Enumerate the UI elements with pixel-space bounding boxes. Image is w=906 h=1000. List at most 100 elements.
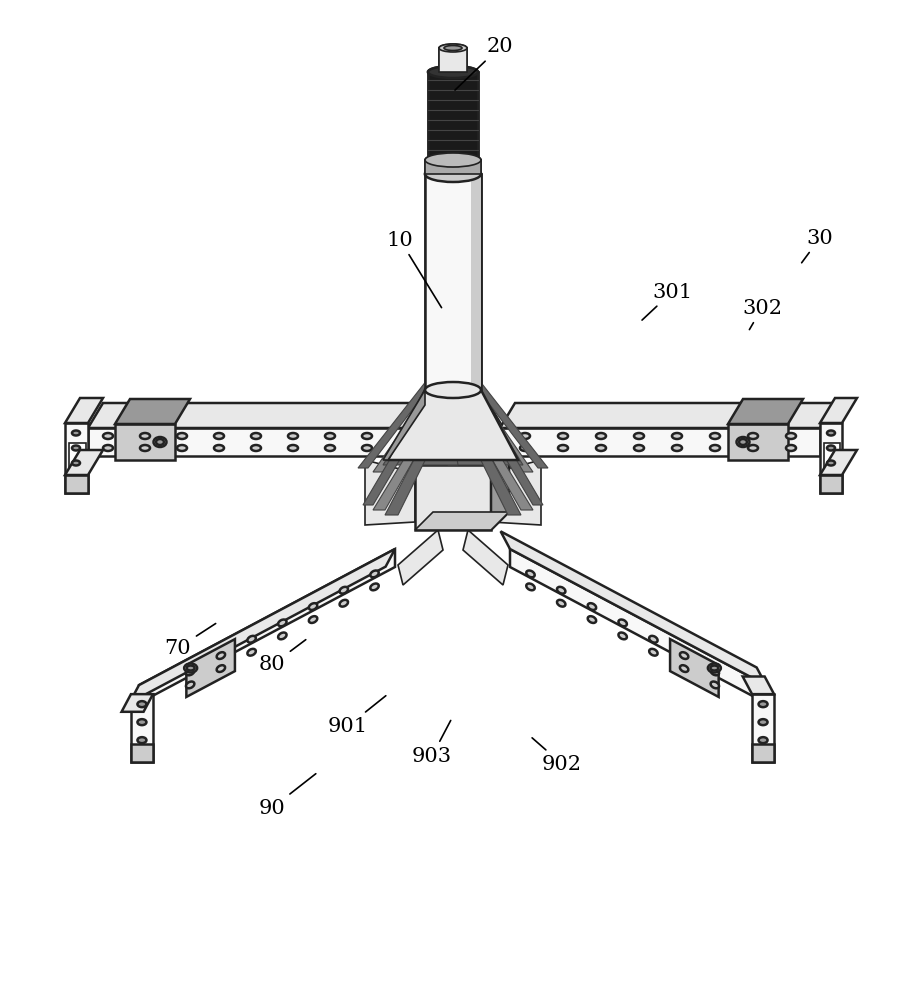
Ellipse shape	[758, 701, 767, 707]
Polygon shape	[383, 380, 458, 465]
Ellipse shape	[103, 445, 113, 451]
Polygon shape	[820, 398, 857, 423]
Ellipse shape	[288, 445, 298, 451]
Ellipse shape	[247, 636, 255, 643]
Ellipse shape	[288, 433, 298, 439]
Ellipse shape	[737, 437, 749, 447]
Ellipse shape	[672, 433, 682, 439]
Ellipse shape	[558, 445, 568, 451]
Ellipse shape	[558, 433, 568, 439]
Ellipse shape	[650, 649, 658, 656]
Ellipse shape	[140, 445, 150, 451]
Ellipse shape	[214, 433, 224, 439]
Text: 30: 30	[802, 229, 834, 263]
Ellipse shape	[247, 649, 255, 656]
Ellipse shape	[588, 603, 596, 610]
Polygon shape	[500, 428, 820, 456]
Ellipse shape	[710, 666, 718, 671]
Polygon shape	[425, 174, 481, 390]
Polygon shape	[130, 549, 395, 703]
Polygon shape	[131, 744, 153, 762]
Ellipse shape	[362, 445, 372, 451]
Ellipse shape	[758, 719, 767, 725]
Ellipse shape	[138, 719, 147, 725]
Ellipse shape	[520, 433, 530, 439]
Polygon shape	[752, 744, 774, 762]
Ellipse shape	[708, 664, 721, 673]
Polygon shape	[500, 403, 835, 428]
Polygon shape	[455, 408, 521, 515]
Ellipse shape	[444, 45, 462, 50]
Ellipse shape	[140, 433, 150, 439]
Ellipse shape	[619, 620, 627, 626]
Ellipse shape	[443, 45, 463, 50]
Polygon shape	[428, 72, 478, 160]
Polygon shape	[139, 549, 395, 703]
Polygon shape	[363, 400, 435, 505]
Polygon shape	[743, 676, 774, 694]
Ellipse shape	[103, 433, 113, 439]
Polygon shape	[88, 431, 420, 456]
Ellipse shape	[428, 66, 478, 78]
Polygon shape	[358, 380, 435, 468]
Ellipse shape	[680, 665, 689, 672]
Ellipse shape	[187, 666, 195, 671]
Ellipse shape	[827, 430, 835, 436]
Ellipse shape	[428, 66, 478, 78]
Ellipse shape	[428, 154, 478, 166]
Ellipse shape	[177, 433, 187, 439]
Text: 20: 20	[455, 37, 514, 90]
Polygon shape	[425, 174, 481, 390]
Ellipse shape	[362, 433, 372, 439]
Ellipse shape	[739, 439, 747, 445]
Ellipse shape	[251, 445, 261, 451]
Ellipse shape	[217, 665, 225, 672]
Ellipse shape	[186, 669, 195, 675]
Ellipse shape	[325, 445, 335, 451]
Ellipse shape	[186, 682, 195, 688]
Ellipse shape	[425, 153, 481, 167]
Ellipse shape	[710, 669, 719, 675]
Ellipse shape	[758, 737, 767, 743]
Ellipse shape	[153, 437, 167, 447]
Polygon shape	[415, 465, 491, 530]
Polygon shape	[383, 390, 425, 460]
Polygon shape	[438, 385, 465, 470]
Polygon shape	[728, 399, 803, 424]
Polygon shape	[501, 531, 766, 685]
Ellipse shape	[680, 652, 689, 659]
Ellipse shape	[278, 620, 286, 626]
Ellipse shape	[619, 633, 627, 639]
Polygon shape	[428, 72, 478, 160]
Polygon shape	[728, 424, 788, 460]
Polygon shape	[385, 408, 451, 515]
Ellipse shape	[786, 433, 796, 439]
Text: 301: 301	[642, 282, 692, 320]
Polygon shape	[670, 639, 718, 697]
Ellipse shape	[325, 433, 335, 439]
Polygon shape	[365, 460, 415, 525]
Ellipse shape	[309, 603, 317, 610]
Ellipse shape	[634, 445, 644, 451]
Polygon shape	[820, 423, 842, 493]
Ellipse shape	[72, 430, 80, 436]
Text: 902: 902	[532, 738, 582, 774]
Polygon shape	[187, 639, 235, 697]
Ellipse shape	[520, 445, 530, 451]
Ellipse shape	[526, 584, 535, 590]
Polygon shape	[465, 385, 533, 472]
Ellipse shape	[710, 682, 719, 688]
Ellipse shape	[177, 445, 187, 451]
Ellipse shape	[588, 616, 596, 623]
Text: 10: 10	[387, 231, 441, 308]
Polygon shape	[69, 443, 86, 491]
Ellipse shape	[425, 166, 481, 182]
Ellipse shape	[634, 433, 644, 439]
Polygon shape	[115, 424, 175, 460]
Polygon shape	[481, 390, 523, 460]
Ellipse shape	[425, 382, 481, 398]
Ellipse shape	[156, 439, 164, 445]
Ellipse shape	[650, 636, 658, 643]
Polygon shape	[752, 694, 774, 762]
Polygon shape	[131, 694, 153, 762]
